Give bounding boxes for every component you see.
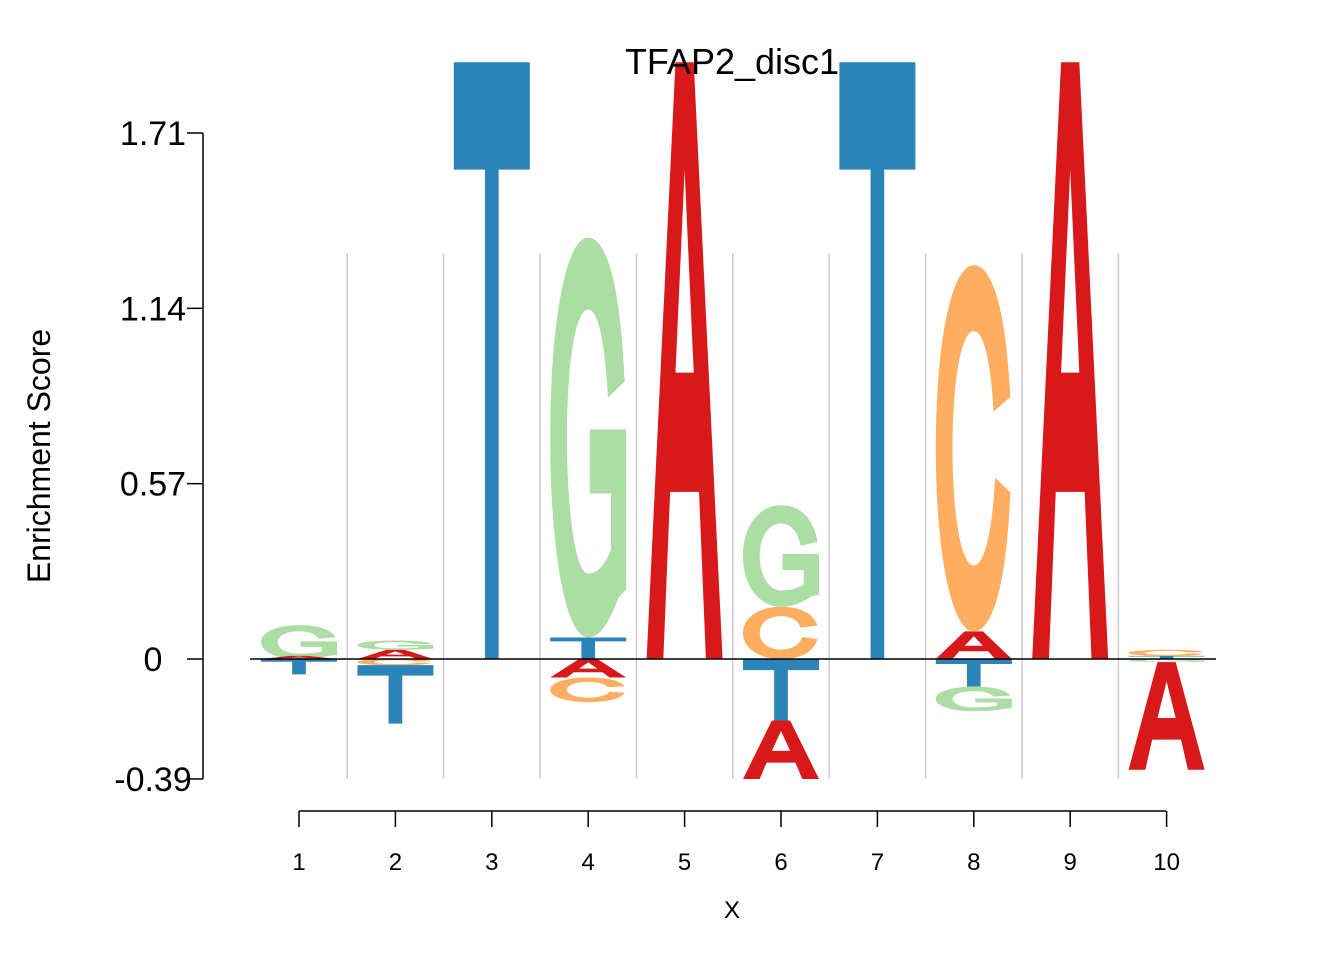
logo-letter-A xyxy=(936,631,1012,659)
logo-letter-C xyxy=(1129,650,1203,656)
logo-letter-C xyxy=(743,607,817,659)
x-tick-label: 6 xyxy=(774,849,787,876)
chart-title: TFAP2_disc1 xyxy=(625,41,839,82)
y-tick-label: 0.57 xyxy=(120,466,186,504)
logo-letter-G xyxy=(743,505,819,607)
logo-letter-C xyxy=(550,677,624,702)
y-axis-label: Enrichment Score xyxy=(21,329,57,583)
logo-letter-A xyxy=(1129,662,1205,770)
logo-letter-A xyxy=(550,659,626,677)
x-tick-label: 8 xyxy=(967,849,980,876)
x-tick-label: 3 xyxy=(485,849,498,876)
logo-letter-A xyxy=(357,650,433,659)
logo-letter-G xyxy=(550,238,626,638)
logo-letter-T xyxy=(357,665,433,723)
logo-letter-T xyxy=(839,62,915,659)
logo-letter-T xyxy=(261,659,337,674)
y-tick-label: 1.14 xyxy=(120,290,186,328)
logo-letter-G xyxy=(261,625,337,659)
y-axis: 1.71 1.14 0.57 0 -0.39 xyxy=(114,115,203,799)
x-tick-label: 2 xyxy=(389,849,402,876)
logo-letter-G xyxy=(357,641,433,650)
logo-letter-A xyxy=(647,62,723,659)
x-tick-label: 5 xyxy=(678,849,691,876)
x-axis: 1 2 3 4 5 6 7 8 9 10 xyxy=(292,811,1180,876)
x-tick-label: 7 xyxy=(871,849,884,876)
y-tick-label: 1.71 xyxy=(120,115,186,153)
logo-letter-T xyxy=(936,659,1012,687)
x-tick-label: 9 xyxy=(1064,849,1077,876)
logo-letter-A xyxy=(1032,62,1108,659)
logo-letter-G xyxy=(936,687,1012,712)
logo-letter-T xyxy=(454,62,530,659)
logo-letter-C xyxy=(936,265,1010,631)
x-tick-label: 10 xyxy=(1153,849,1180,876)
x-axis-label: X xyxy=(724,897,740,924)
logo-letter-A xyxy=(743,721,819,779)
logo-letter-T xyxy=(743,659,819,721)
x-tick-label: 1 xyxy=(292,849,305,876)
x-tick-label: 4 xyxy=(582,849,595,876)
logo-letter-C xyxy=(357,659,431,665)
y-tick-label: 0 xyxy=(144,641,163,679)
y-tick-label: -0.39 xyxy=(114,761,192,799)
logo-letter-T xyxy=(550,637,626,659)
